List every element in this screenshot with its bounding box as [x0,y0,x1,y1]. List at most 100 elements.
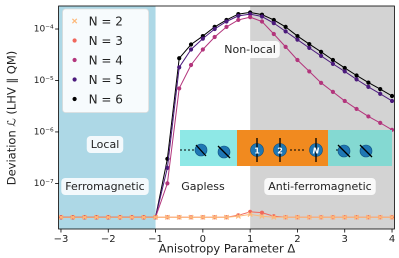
marker [259,19,265,24]
spin-arrow [195,144,207,157]
marker [318,214,324,220]
marker [141,214,147,220]
annotation: Local [91,138,120,151]
y-tick-label: 10⁻⁶ [34,127,54,137]
marker [165,165,170,171]
marker [93,214,100,220]
marker [223,214,230,220]
marker [177,56,182,61]
marker [283,44,288,49]
marker [295,37,300,42]
marker [248,11,253,17]
marker [236,13,241,18]
marker [271,31,276,37]
marker [236,17,241,23]
marker [342,69,347,74]
legend-box [62,8,149,113]
marker [330,61,336,66]
marker [283,24,288,29]
marker [389,93,395,99]
annotation: Ferromagnetic [65,180,144,193]
marker [200,47,205,52]
marker [105,214,111,220]
marker [177,65,182,70]
marker [306,214,312,220]
marker [200,36,205,41]
y-tick-label: 10⁻⁵ [34,76,54,86]
marker [354,77,359,82]
annotation-box [86,136,124,153]
marker [129,214,135,220]
marker [81,214,88,220]
marker [212,26,217,32]
inset-right-panel [328,130,392,166]
marker [318,49,324,54]
marker [366,80,371,85]
marker [354,106,359,112]
marker [330,214,336,220]
marker [271,21,276,26]
legend-marker [71,18,78,24]
marker [318,53,324,59]
marker [378,120,383,125]
phase-region [250,6,395,229]
marker [247,211,253,218]
marker [165,181,170,186]
x-tick-label: −2 [101,234,116,245]
annotation-box [220,41,280,58]
spin-label: 1 [254,147,260,156]
marker [330,89,336,94]
y-axis-label: Deviation ℒ (LHV ∥ QM) [5,51,19,186]
marker [188,42,194,47]
legend-label: N = 2 [89,15,123,29]
marker [271,214,277,220]
marker [342,98,347,104]
marker [377,214,383,220]
spin-label: 2 [277,147,283,156]
overlay: Local Ferromagnetic Gapless Anti-ferromagne… [61,8,376,195]
annotation: Anti-ferromagnetic [268,180,371,193]
legend-label: N = 5 [89,73,123,87]
marker [282,214,289,220]
marker [307,45,312,50]
marker [366,114,371,119]
x-tick-label: 4 [389,234,395,245]
marker [342,214,348,220]
spin-arrow [217,145,231,159]
spin-arrow [337,144,351,158]
marker [235,213,241,219]
marker [200,214,206,220]
legend-label: N = 3 [89,34,123,48]
x-tick-label: −1 [148,234,163,245]
marker [224,24,229,29]
legend-label: N = 4 [89,54,123,68]
marker [389,214,395,220]
marker [365,214,372,220]
marker [224,19,229,24]
marker [212,214,218,220]
annotation: Non-local [224,43,276,56]
marker [378,86,383,92]
marker [152,214,159,220]
marker [259,210,265,215]
annotation: Gapless [181,180,225,193]
marker [389,98,395,104]
marker [354,73,359,78]
legend-label: N = 6 [89,93,123,107]
marker [259,213,265,219]
annotation-box [61,178,149,195]
spin-chain-inset: 1 2 N [180,130,392,166]
legend-marker [72,38,77,43]
legend-marker [72,57,77,63]
x-tick-label: 0 [200,234,206,245]
legend-marker [72,77,77,82]
plot-area: −3 −2 −1 0 1 2 3 4 10⁻⁷ 10⁻⁶ 10⁻⁵ 10⁻⁴ [34,5,395,245]
marker [259,14,265,19]
marker [318,80,324,85]
marker [117,214,123,220]
x-tick-label: 3 [342,234,348,245]
marker [330,57,336,63]
marker [177,86,182,91]
marker [283,29,288,34]
